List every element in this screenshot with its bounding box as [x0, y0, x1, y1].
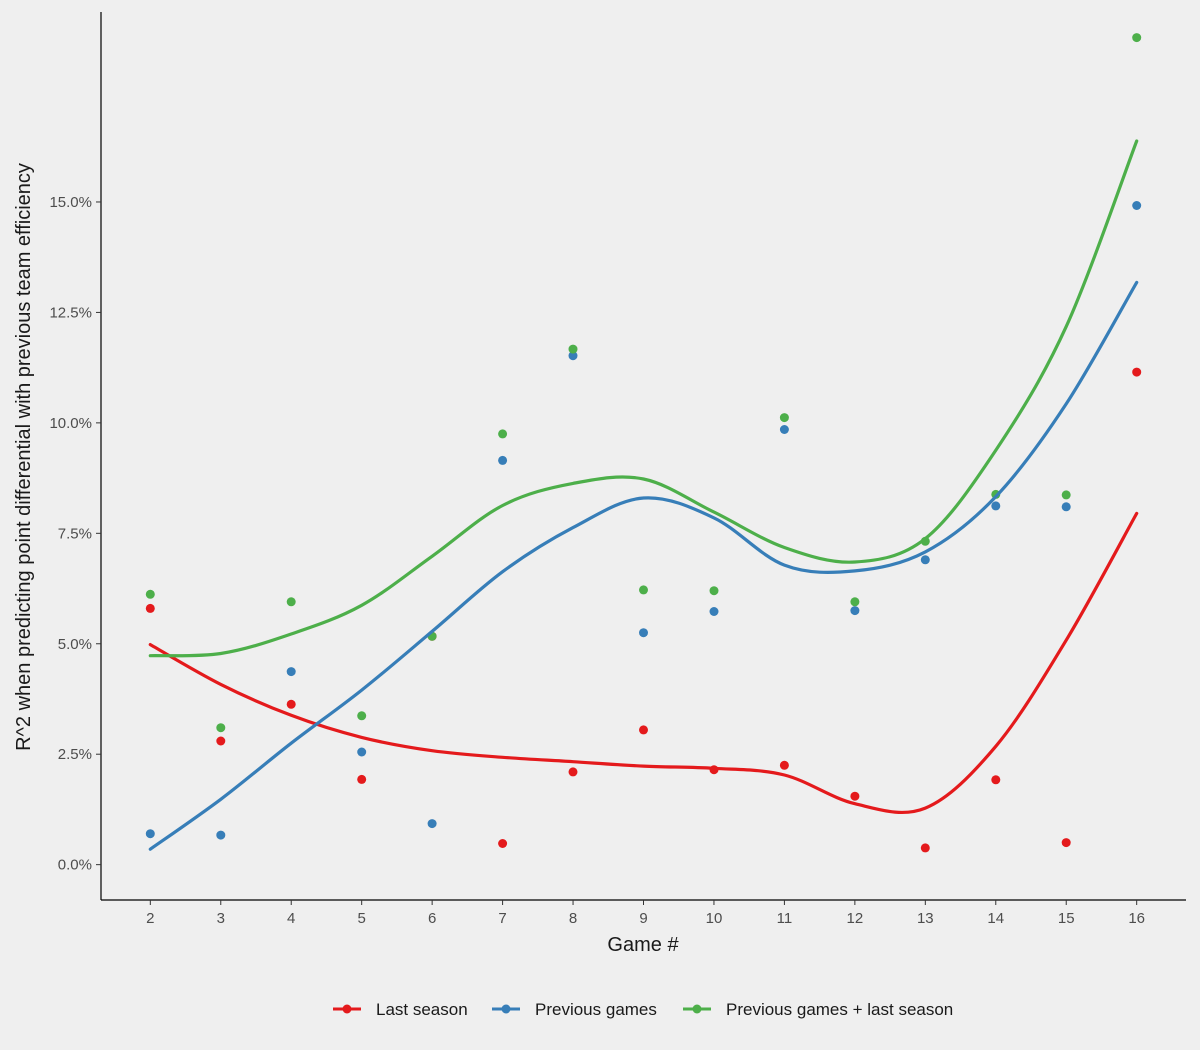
- point-last-season: [145, 603, 155, 613]
- x-tick-label: 4: [287, 910, 295, 927]
- y-tick-label: 15.0%: [49, 194, 92, 211]
- point-previous-games-last-season: [639, 585, 648, 595]
- x-tick-label: 6: [428, 910, 436, 927]
- point-previous-games: [779, 425, 789, 434]
- trend-line-last-season: [148, 511, 1139, 815]
- y-tick-label: 5.0%: [58, 636, 92, 653]
- x-tick-label: 3: [217, 910, 225, 927]
- axes: 0.0% 2.5% 5.0% 7.5% 10.0% 12.5% 15.0% 2 3 4 5 6 7 8 9…: [49, 12, 1186, 927]
- point-previous-games: [1061, 502, 1071, 512]
- point-last-season: [779, 760, 789, 770]
- y-tick-label: 7.5%: [58, 525, 92, 542]
- point-previous-games-last-season: [779, 413, 789, 423]
- point-previous-games: [1132, 201, 1142, 210]
- x-tick-label: 8: [569, 910, 577, 927]
- trend-lines: [148, 139, 1139, 851]
- point-last-season: [1061, 838, 1071, 848]
- x-tick-label: 12: [847, 910, 864, 927]
- point-previous-games-last-season: [850, 597, 860, 607]
- point-previous-games: [920, 555, 930, 565]
- x-tick-label: 15: [1058, 910, 1075, 927]
- y-axis-title: R^2 when predicting point differential w…: [13, 163, 35, 751]
- point-previous-games: [427, 819, 437, 829]
- y-tick-label: 2.5%: [58, 746, 92, 763]
- legend-item-last-season: Last season: [333, 1000, 468, 1019]
- point-previous-games-last-season: [1132, 33, 1142, 43]
- legend-label-previous-games-last-season: Previous games + last season: [726, 1000, 953, 1019]
- x-axis-title: Game #: [607, 934, 679, 956]
- x-tick-label: 10: [706, 910, 723, 927]
- point-previous-games: [850, 606, 860, 616]
- point-last-season: [1132, 367, 1142, 377]
- point-last-season: [286, 699, 296, 709]
- point-previous-games: [709, 607, 719, 616]
- point-previous-games: [216, 830, 226, 840]
- x-tick-label: 16: [1128, 910, 1145, 927]
- point-previous-games: [357, 747, 367, 757]
- point-previous-games-last-season: [1061, 490, 1071, 500]
- point-last-season: [568, 767, 578, 777]
- point-previous-games-last-season: [145, 589, 155, 599]
- point-last-season: [639, 725, 648, 735]
- point-previous-games: [286, 667, 296, 677]
- y-tick-label: 12.5%: [49, 304, 92, 321]
- point-last-season: [357, 774, 367, 784]
- data-points: [145, 33, 1142, 853]
- y-tick-label: 0.0%: [58, 857, 92, 874]
- point-previous-games: [145, 829, 155, 839]
- x-tick-label: 5: [358, 910, 366, 927]
- point-last-season: [920, 843, 930, 853]
- point-previous-games: [991, 501, 1001, 511]
- x-tick-label: 9: [639, 910, 647, 927]
- x-tick-label: 2: [146, 910, 154, 927]
- point-previous-games-last-season: [286, 597, 296, 607]
- x-tick-label: 14: [987, 910, 1004, 927]
- x-tick-label: 13: [917, 910, 934, 927]
- point-previous-games: [568, 351, 578, 361]
- legend-item-previous-games: Previous games: [492, 1000, 657, 1019]
- point-last-season: [991, 775, 1001, 785]
- point-previous-games-last-season: [357, 711, 367, 721]
- x-axis-ticks: 2 3 4 5 6 7 8 9 10 11 12 13 14 15 16: [146, 900, 1145, 927]
- point-last-season: [216, 736, 226, 746]
- legend-key-point: [342, 1004, 352, 1014]
- legend-label-last-season: Last season: [376, 1000, 468, 1019]
- point-last-season: [850, 791, 860, 801]
- legend-key-point: [501, 1004, 511, 1014]
- point-last-season: [498, 839, 508, 848]
- trend-line-previous-games-last-season: [148, 139, 1139, 658]
- legend: Last season Previous games Previous game…: [333, 1000, 953, 1019]
- point-previous-games: [498, 455, 508, 465]
- legend-item-previous-games-last-season: Previous games + last season: [683, 1000, 953, 1019]
- point-previous-games-last-season: [498, 429, 508, 439]
- trend-line-previous-games: [148, 280, 1139, 851]
- point-previous-games-last-season: [568, 344, 578, 354]
- x-tick-label: 7: [498, 910, 506, 927]
- legend-label-previous-games: Previous games: [535, 1000, 657, 1019]
- y-tick-label: 10.0%: [49, 415, 92, 432]
- point-previous-games: [639, 628, 648, 638]
- point-previous-games-last-season: [709, 586, 719, 596]
- legend-key-point: [692, 1004, 702, 1014]
- y-axis-ticks: 0.0% 2.5% 5.0% 7.5% 10.0% 12.5% 15.0%: [49, 194, 101, 874]
- x-tick-label: 11: [777, 910, 793, 927]
- point-previous-games-last-season: [216, 723, 226, 733]
